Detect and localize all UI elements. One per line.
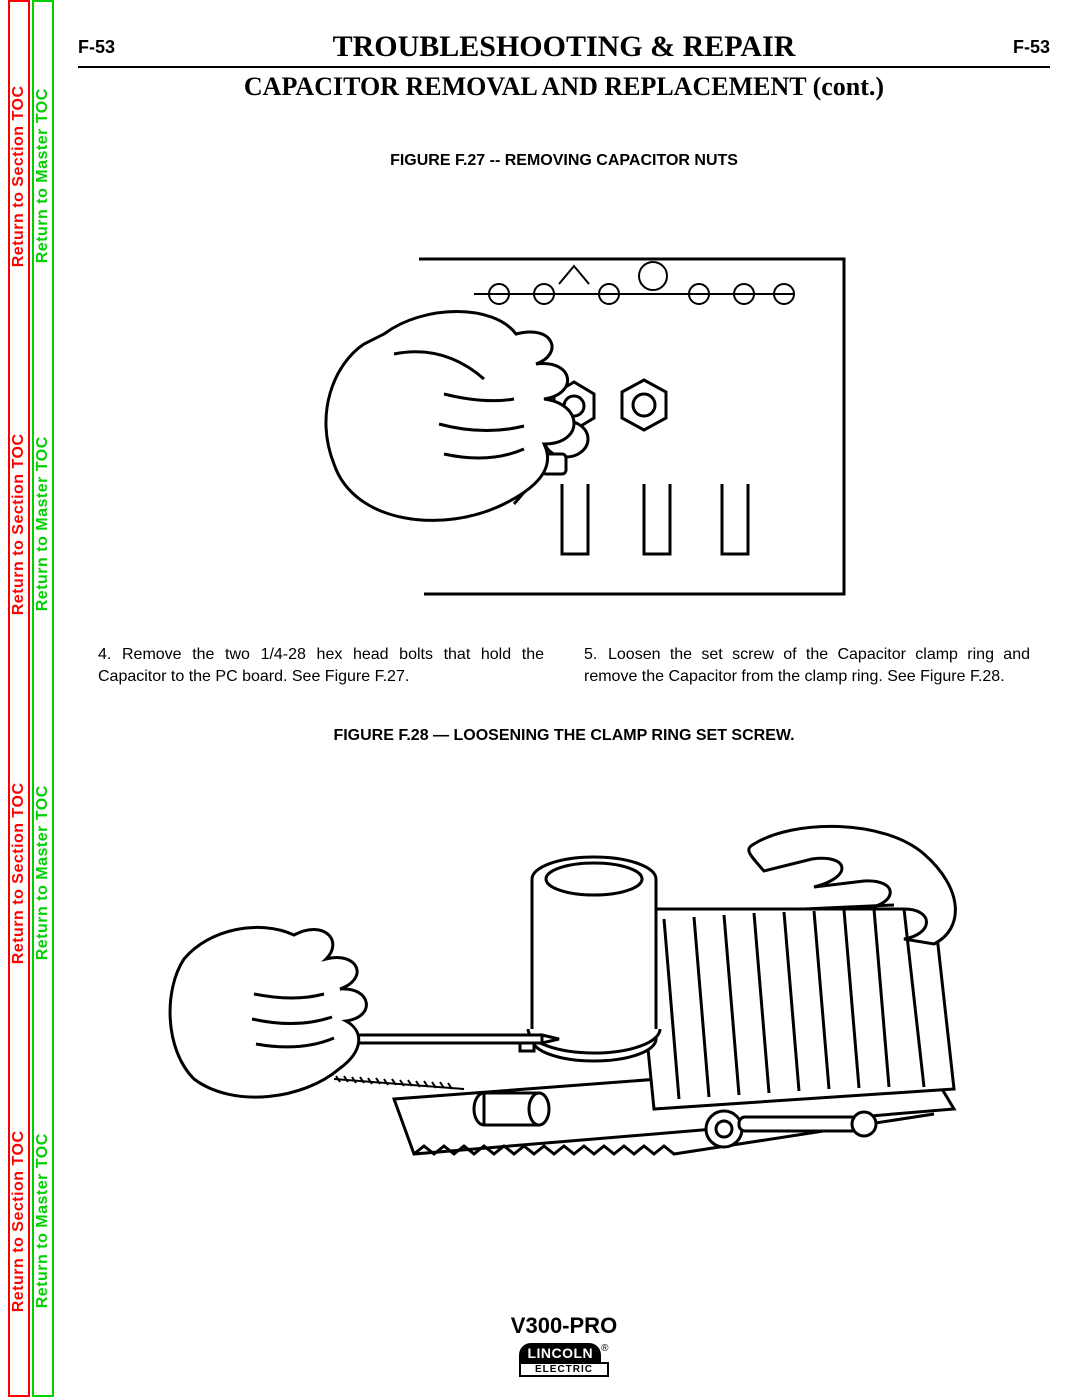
return-master-toc-link[interactable]: Return to Master TOC [34, 699, 52, 1047]
return-section-toc-link[interactable]: Return to Section TOC [10, 2, 28, 350]
brand-top: LINCOLN [519, 1343, 601, 1363]
return-master-toc-link[interactable]: Return to Master TOC [34, 2, 52, 350]
page-footer: V300-PRO LINCOLN® ELECTRIC [78, 1313, 1050, 1377]
brand-bottom: ELECTRIC [519, 1362, 608, 1377]
figure-f28 [78, 759, 1050, 1179]
step-text: Loosen the set screw of the Capacitor cl… [584, 646, 1030, 685]
content-area: F-53 TROUBLESHOOTING & REPAIR F-53 CAPAC… [78, 30, 1050, 1377]
page-number-left: F-53 [78, 37, 115, 58]
figure-f28-illustration [164, 759, 964, 1179]
figure-caption: FIGURE F.27 -- REMOVING CAPACITOR NUTS [78, 152, 1050, 170]
return-section-toc-link[interactable]: Return to Section TOC [10, 699, 28, 1047]
brand-logo: LINCOLN® ELECTRIC [519, 1343, 608, 1377]
step-text: Remove the two 1/4-28 hex head bolts tha… [98, 646, 544, 685]
step-number: 4. [98, 644, 122, 666]
section-toc-column: Return to Section TOC Return to Section … [8, 0, 30, 1397]
instruction-columns: 4.Remove the two 1/4-28 hex head bolts t… [98, 644, 1030, 687]
page-header: F-53 TROUBLESHOOTING & REPAIR F-53 [78, 30, 1050, 68]
return-section-toc-link[interactable]: Return to Section TOC [10, 1047, 28, 1395]
master-toc-column: Return to Master TOC Return to Master TO… [32, 0, 54, 1397]
page-subtitle: CAPACITOR REMOVAL AND REPLACEMENT (cont.… [78, 72, 1050, 102]
page-title: TROUBLESHOOTING & REPAIR [115, 30, 1013, 64]
instruction-step: 5.Loosen the set screw of the Capacitor … [584, 644, 1030, 687]
return-master-toc-link[interactable]: Return to Master TOC [34, 1047, 52, 1395]
figure-caption: FIGURE F.28 — LOOSENING THE CLAMP RING S… [78, 727, 1050, 745]
figure-f27 [78, 184, 1050, 614]
return-section-toc-link[interactable]: Return to Section TOC [10, 350, 28, 698]
page-number-right: F-53 [1013, 37, 1050, 58]
side-tabs: Return to Section TOC Return to Section … [8, 0, 58, 1397]
figure-f27-illustration [244, 184, 884, 614]
instruction-step: 4.Remove the two 1/4-28 hex head bolts t… [98, 644, 544, 687]
footer-model: V300-PRO [78, 1313, 1050, 1339]
return-master-toc-link[interactable]: Return to Master TOC [34, 350, 52, 698]
manual-page: Return to Section TOC Return to Section … [0, 0, 1080, 1397]
step-number: 5. [584, 644, 608, 666]
